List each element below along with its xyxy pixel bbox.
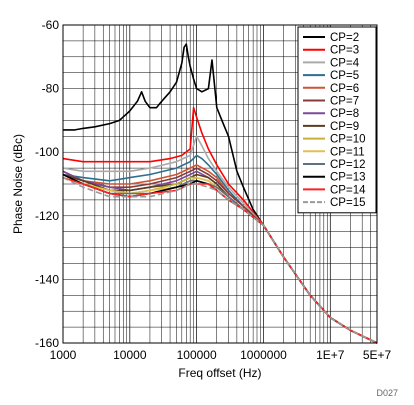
series-line-cp-2 bbox=[63, 43, 378, 344]
y-tick-label: -80 bbox=[42, 82, 60, 96]
figure-id-label: D027 bbox=[376, 388, 398, 398]
y-tick-label: -160 bbox=[35, 336, 59, 350]
x-tick-label: 1E+7 bbox=[316, 348, 345, 362]
x-tick-label: 10000 bbox=[113, 348, 147, 362]
legend-entry: CP=5 bbox=[330, 70, 359, 82]
legend-entry: CP=3 bbox=[330, 45, 359, 57]
x-tick-label: 1000000 bbox=[240, 348, 287, 362]
plot-frame bbox=[62, 24, 378, 344]
x-tick-label: 100000 bbox=[177, 348, 217, 362]
y-axis-title: Phase Noise (dBc) bbox=[11, 134, 25, 234]
series-lines bbox=[62, 43, 378, 344]
legend-entry: CP=12 bbox=[330, 159, 365, 171]
legend-entry: CP=11 bbox=[330, 146, 365, 158]
legend-entry: CP=4 bbox=[330, 57, 360, 69]
legend-entry: CP=2 bbox=[330, 32, 359, 44]
legend-entry: CP=15 bbox=[330, 197, 365, 209]
legend-entry: CP=13 bbox=[330, 172, 365, 184]
x-tick-label: 5E+7 bbox=[363, 348, 392, 362]
y-tick-label: -140 bbox=[35, 272, 59, 286]
legend-entry: CP=6 bbox=[330, 83, 359, 95]
legend: CP=2CP=3CP=4CP=5CP=6CP=7CP=8CP=9CP=10CP=… bbox=[297, 26, 377, 214]
legend-entry: CP=14 bbox=[330, 184, 366, 196]
x-axis-title: Freq offset (Hz) bbox=[178, 366, 261, 380]
y-tick-label: -120 bbox=[35, 209, 59, 223]
y-tick-label: -100 bbox=[35, 145, 59, 159]
series-line-cp-15 bbox=[62, 176, 378, 344]
y-tick-labels: -60 -80 -100 -120 -140 -160 bbox=[35, 18, 59, 350]
x-tick-labels: 1000 10000 100000 1000000 1E+7 5E+7 bbox=[50, 348, 392, 362]
legend-entry: CP=7 bbox=[330, 96, 359, 108]
legend-entry: CP=8 bbox=[330, 108, 359, 120]
x-tick-label: 1000 bbox=[50, 348, 77, 362]
legend-box bbox=[297, 26, 377, 214]
legend-entry: CP=9 bbox=[330, 121, 359, 133]
y-tick-label: -60 bbox=[42, 18, 60, 32]
legend-entry: CP=10 bbox=[330, 134, 365, 146]
